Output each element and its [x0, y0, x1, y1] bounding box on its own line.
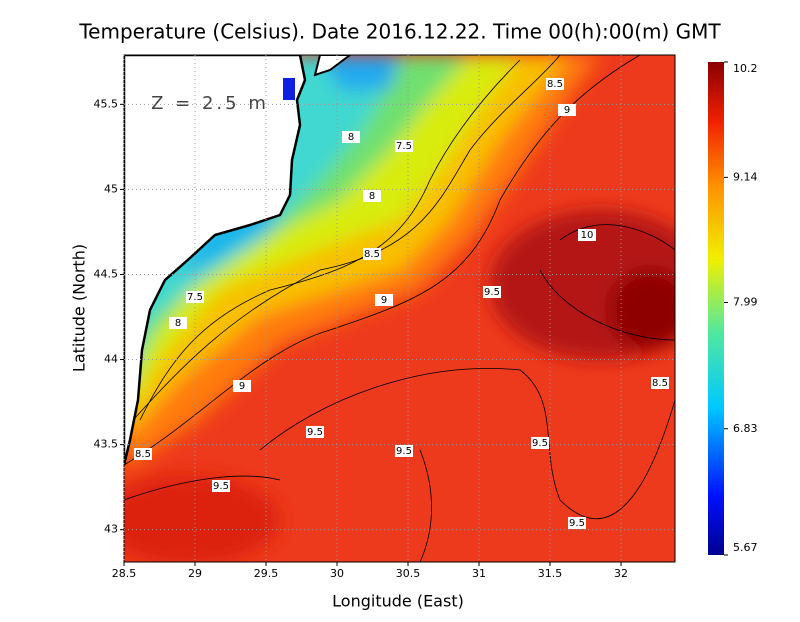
contour-label-box	[558, 104, 576, 116]
contour-label-box	[186, 291, 204, 303]
depth-annotation: Z = 2.5 m	[151, 93, 269, 114]
y-tick-label: 43	[104, 523, 118, 536]
contour-label: 9.5	[569, 518, 585, 529]
x-tick-label: 28.5	[112, 567, 137, 580]
contour-label-box	[531, 437, 549, 449]
contour-label: 9	[239, 381, 245, 392]
y-axis-label: Latitude (North)	[70, 244, 89, 372]
contour-label-box	[169, 317, 187, 329]
contour-label: 8	[369, 191, 375, 202]
colorbar-tick-label: 9.14	[733, 170, 758, 183]
x-tick-label: 29	[188, 567, 202, 580]
contour-label: 9	[381, 295, 387, 306]
contour-label-box	[578, 229, 596, 241]
axes: 28.5 29 29.5 30 30.5 31 31.5 32 43 43.5 44 44.5 45 45…	[94, 55, 758, 580]
x-tick-label: 32	[614, 567, 628, 580]
y-tick-label: 44.5	[94, 267, 119, 280]
x-tick-label: 29.5	[254, 567, 279, 580]
y-tick-label: 43.5	[94, 438, 119, 451]
contour-label: 9.5	[307, 427, 323, 438]
colorbar-tick-label: 5.67	[733, 541, 758, 554]
colorbar-tick-label: 6.83	[733, 422, 758, 435]
contour-label: 7.5	[396, 141, 412, 152]
contour-label-box	[395, 445, 413, 457]
contour-label-box	[568, 517, 586, 529]
contour-label-box	[651, 377, 669, 389]
contour-label: 10	[581, 230, 594, 241]
temperature-field	[124, 55, 675, 562]
contour-label: 8.5	[547, 79, 563, 90]
contour-label: 8.5	[135, 449, 151, 460]
contour-label-box	[342, 131, 360, 143]
contour-label: 9.5	[532, 438, 548, 449]
contour-label: 7.5	[187, 292, 203, 303]
contour-label-box	[363, 190, 381, 202]
contour-label-box	[306, 426, 324, 438]
title: Temperature (Celsius). Date 2016.12.22. …	[78, 20, 721, 44]
x-axis-label: Longitude (East)	[332, 592, 464, 611]
contour-label-box	[483, 286, 501, 298]
contour-label: 9.5	[396, 446, 412, 457]
land	[124, 55, 307, 466]
colorbar	[708, 62, 724, 555]
contour-label-box	[134, 448, 152, 460]
y-tick-label: 45.5	[94, 97, 119, 110]
contour-label: 8	[348, 132, 354, 143]
contour-label: 8.5	[652, 378, 668, 389]
y-tick-label: 44	[104, 353, 118, 366]
x-tick-label: 30	[330, 567, 344, 580]
contour-label: 9.5	[484, 287, 500, 298]
contour-label: 8.5	[364, 249, 380, 260]
x-tick-label: 31.5	[538, 567, 563, 580]
colorbar-tick-label: 7.99	[733, 296, 758, 309]
contour-label-box	[375, 294, 393, 306]
y-tick-label: 45	[104, 182, 118, 195]
contour-label-box	[233, 380, 251, 392]
contour-label-box	[546, 78, 564, 90]
x-tick-label: 31	[472, 567, 486, 580]
contour-label-box	[363, 248, 381, 260]
contour-label-box	[212, 480, 230, 492]
contour-label: 8	[175, 318, 181, 329]
colorbar-tick-label: 10.2	[733, 62, 758, 75]
contour-label-box	[395, 140, 413, 152]
x-tick-label: 30.5	[396, 567, 421, 580]
contour-label: 9.5	[213, 481, 229, 492]
contour-label: 9	[564, 105, 570, 116]
